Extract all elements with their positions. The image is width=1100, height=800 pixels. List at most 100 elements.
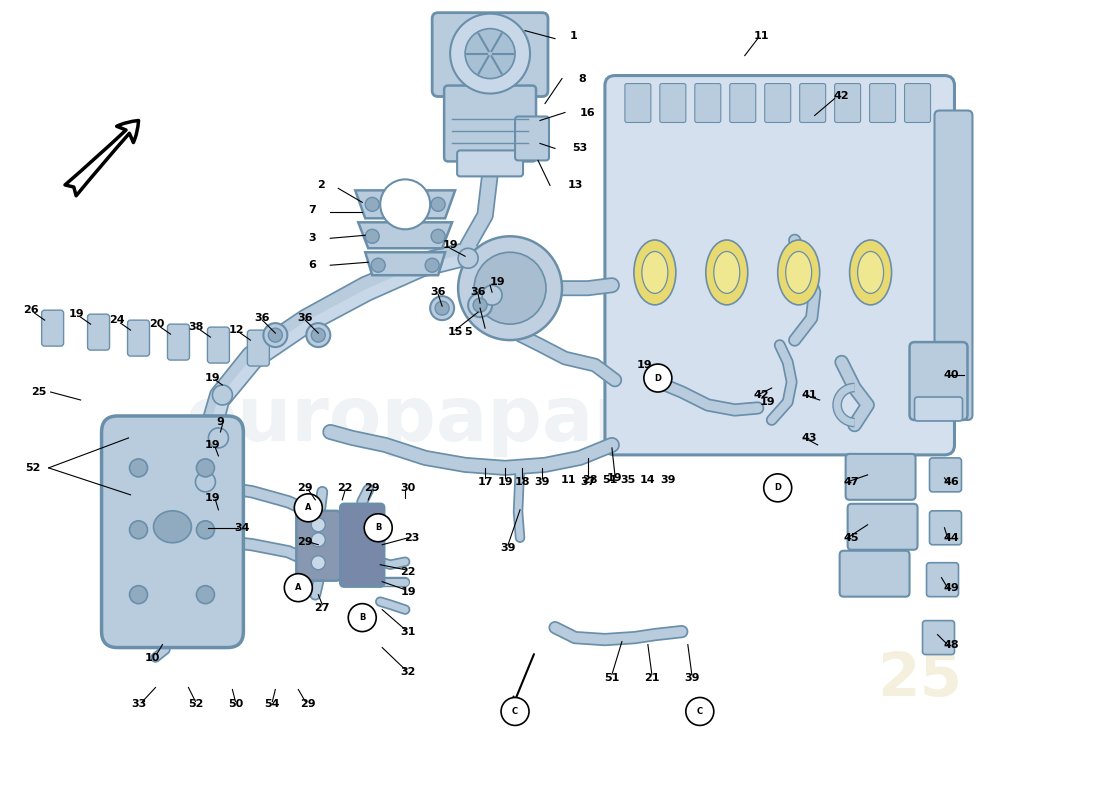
Text: 36: 36: [298, 313, 314, 323]
Ellipse shape: [154, 511, 191, 542]
FancyBboxPatch shape: [515, 117, 549, 161]
Ellipse shape: [642, 251, 668, 294]
Text: 19: 19: [205, 440, 220, 450]
Circle shape: [473, 298, 487, 312]
Circle shape: [197, 521, 215, 538]
Text: 35: 35: [620, 475, 636, 485]
Ellipse shape: [634, 240, 675, 305]
Ellipse shape: [714, 251, 740, 294]
Text: 20: 20: [148, 319, 164, 329]
Text: 21: 21: [645, 673, 660, 682]
FancyBboxPatch shape: [296, 511, 340, 581]
Circle shape: [430, 296, 454, 320]
FancyBboxPatch shape: [729, 83, 756, 122]
Circle shape: [364, 514, 393, 542]
Text: europaparts: europaparts: [186, 383, 714, 457]
Text: 45: 45: [844, 533, 859, 542]
Circle shape: [311, 518, 326, 532]
Circle shape: [284, 574, 312, 602]
Text: 48: 48: [944, 639, 959, 650]
FancyBboxPatch shape: [444, 86, 536, 162]
Text: 38: 38: [189, 322, 205, 332]
Text: 39: 39: [535, 477, 550, 487]
Text: 9: 9: [217, 417, 224, 427]
Polygon shape: [355, 190, 455, 218]
Text: C: C: [696, 707, 703, 716]
Ellipse shape: [706, 240, 748, 305]
Circle shape: [431, 198, 446, 211]
Ellipse shape: [785, 251, 812, 294]
Text: 41: 41: [802, 390, 817, 400]
Circle shape: [469, 293, 492, 317]
Circle shape: [295, 494, 322, 522]
FancyBboxPatch shape: [930, 511, 961, 545]
Circle shape: [426, 258, 439, 272]
Text: 23: 23: [405, 533, 420, 542]
Circle shape: [212, 385, 232, 405]
Text: 26: 26: [23, 305, 38, 315]
Text: 44: 44: [944, 533, 959, 542]
Text: 42: 42: [754, 390, 770, 400]
Text: 22: 22: [400, 566, 416, 577]
Text: 31: 31: [400, 626, 416, 637]
Text: 3: 3: [309, 234, 317, 243]
Text: 37: 37: [581, 477, 595, 487]
Text: 51: 51: [602, 475, 617, 485]
FancyBboxPatch shape: [839, 550, 910, 597]
Circle shape: [196, 472, 216, 492]
Text: 19: 19: [205, 373, 220, 383]
FancyBboxPatch shape: [800, 83, 826, 122]
Text: 16: 16: [580, 107, 595, 118]
Circle shape: [685, 698, 714, 726]
Text: 18: 18: [515, 477, 530, 487]
Text: 40: 40: [944, 370, 959, 380]
Ellipse shape: [778, 240, 820, 305]
Text: 39: 39: [500, 542, 516, 553]
Text: B: B: [375, 523, 382, 532]
Text: 39: 39: [660, 475, 675, 485]
FancyBboxPatch shape: [695, 83, 721, 122]
Ellipse shape: [858, 251, 883, 294]
Text: 42: 42: [834, 90, 849, 101]
Polygon shape: [359, 222, 452, 248]
FancyBboxPatch shape: [835, 83, 860, 122]
FancyBboxPatch shape: [870, 83, 895, 122]
Circle shape: [130, 459, 147, 477]
Circle shape: [311, 328, 326, 342]
Circle shape: [365, 230, 380, 243]
Text: 33: 33: [131, 699, 146, 710]
Circle shape: [371, 258, 385, 272]
FancyBboxPatch shape: [764, 83, 791, 122]
Text: 29: 29: [297, 537, 313, 546]
Text: 5: 5: [464, 327, 472, 337]
Circle shape: [450, 14, 530, 94]
Text: 19: 19: [69, 309, 85, 319]
Text: 19: 19: [442, 240, 458, 250]
Text: 36: 36: [254, 313, 271, 323]
Text: 52: 52: [188, 699, 204, 710]
Circle shape: [263, 323, 287, 347]
FancyBboxPatch shape: [930, 458, 961, 492]
Text: 29: 29: [300, 699, 316, 710]
Text: 50: 50: [228, 699, 243, 710]
Text: B: B: [359, 613, 365, 622]
Text: 29: 29: [297, 483, 313, 493]
Text: 52: 52: [25, 463, 41, 473]
Circle shape: [311, 533, 326, 546]
Text: 27: 27: [315, 602, 330, 613]
Text: 1: 1: [570, 30, 578, 41]
Text: 15: 15: [448, 327, 463, 337]
Text: 12: 12: [229, 325, 244, 335]
Text: 11: 11: [754, 30, 770, 41]
Text: 6: 6: [308, 260, 317, 270]
Text: 19: 19: [760, 397, 775, 407]
Circle shape: [381, 179, 430, 230]
Text: 39: 39: [684, 673, 700, 682]
Circle shape: [436, 301, 449, 315]
FancyBboxPatch shape: [340, 504, 384, 586]
Polygon shape: [365, 252, 446, 275]
FancyBboxPatch shape: [935, 110, 972, 420]
Text: 22: 22: [338, 483, 353, 493]
Circle shape: [130, 586, 147, 604]
FancyBboxPatch shape: [88, 314, 110, 350]
